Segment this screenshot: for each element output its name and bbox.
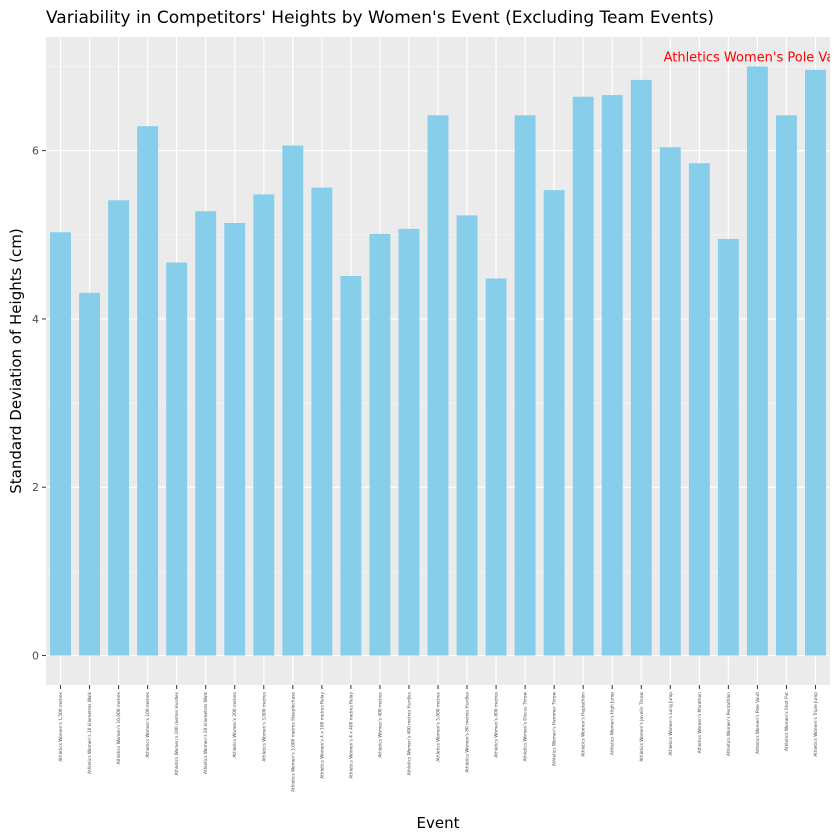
- x-tick-label: Athletics Women's Long Jump: [668, 692, 674, 756]
- bar: [369, 233, 391, 656]
- y-axis-title: Standard Deviation of Heights (cm): [7, 228, 25, 493]
- bar: [311, 187, 333, 656]
- y-axis: 0 2 4 6: [32, 145, 46, 663]
- x-tick-label: Athletics Women's High Jump: [610, 692, 616, 755]
- x-tick-label: Athletics Women's 3,000 metres: [261, 691, 267, 761]
- bar: [224, 222, 246, 656]
- x-tick-label: Athletics Women's Heptathlon: [581, 692, 587, 757]
- x-tick-label: Athletics Women's 10,000 metres: [116, 691, 122, 764]
- bar: [456, 215, 478, 656]
- x-tick-label: Athletics Women's 800 metres: [494, 691, 500, 757]
- x-tick-label: Athletics Women's Hammer Throw: [552, 692, 558, 767]
- x-tick-label: Athletics Women's 400 metres Hurdles: [406, 691, 412, 775]
- bar: [543, 190, 565, 656]
- x-tick-label: Athletics Women's Shot Put: [784, 692, 790, 751]
- x-tick-label: Athletics Women's Triple Jump: [813, 692, 819, 757]
- x-tick-label: Athletics Women's 5,000 metres: [436, 691, 442, 761]
- annotation-label: Athletics Women's Pole Vault: [664, 50, 840, 65]
- x-tick-label: Athletics Women's 80 metres Hurdles: [465, 691, 471, 772]
- bar: [485, 278, 507, 656]
- bar: [427, 115, 449, 656]
- x-tick-label: Athletics Women's 20 kilometres Walk: [203, 691, 209, 773]
- chart-title: Variability in Competitors' Heights by W…: [46, 8, 714, 28]
- bar: [340, 276, 362, 656]
- x-tick-label: Athletics Women's 4 x 400 metres Relay: [348, 692, 354, 779]
- bar: [775, 115, 797, 656]
- bar: [688, 163, 710, 656]
- x-tick-label: Athletics Women's 400 metres: [377, 691, 383, 757]
- x-tick-label: Athletics Women's Pole Vault: [755, 692, 761, 754]
- y-tick-label: 6: [32, 145, 39, 158]
- bar: [746, 66, 768, 656]
- x-tick-label: Athletics Women's 1,500 metres: [58, 691, 64, 761]
- bar: [717, 238, 739, 656]
- x-axis: Athletics Women's 1,500 metres Athletics …: [58, 685, 819, 792]
- bar: [398, 228, 420, 656]
- bar: [50, 232, 71, 656]
- x-tick-label: Athletics Women's 3,000 metres Steeplech…: [290, 692, 296, 792]
- bar: [601, 95, 623, 656]
- bar: [166, 262, 188, 656]
- y-tick-label: 0: [32, 650, 39, 663]
- x-tick-label: Athletics Women's 100 metres: [145, 691, 151, 757]
- x-tick-label: Athletics Women's 4 x 100 metres Relay: [319, 692, 325, 779]
- bar: [282, 145, 304, 656]
- bar: [805, 69, 826, 656]
- y-tick-label: 4: [32, 313, 39, 326]
- x-tick-label: Athletics Women's Marathon: [697, 692, 703, 754]
- bar: [572, 96, 594, 656]
- bar: [195, 211, 217, 656]
- x-tick-label: Athletics Women's Javelin Throw: [639, 692, 645, 762]
- x-axis-title: Event: [417, 814, 460, 832]
- y-tick-label: 2: [32, 481, 39, 494]
- x-tick-label: Athletics Women's 200 metres: [232, 691, 238, 757]
- x-tick-label: Athletics Women's 10 kilometres Walk: [87, 691, 93, 773]
- bar: [108, 200, 130, 656]
- bar: [79, 292, 101, 656]
- bar: [137, 126, 159, 656]
- x-tick-label: Athletics Women's Pentathlon: [726, 692, 732, 756]
- x-tick-label: Athletics Women's 100 metres Hurdles: [174, 691, 180, 775]
- bar: [659, 147, 681, 656]
- bar: [253, 194, 275, 656]
- bars: [50, 66, 826, 656]
- bar: [630, 79, 652, 656]
- x-tick-label: Athletics Women's Discus Throw: [523, 692, 529, 762]
- bar: [514, 115, 536, 656]
